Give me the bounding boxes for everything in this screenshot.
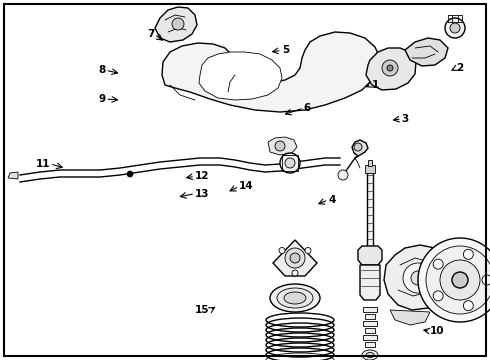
Circle shape xyxy=(411,271,425,285)
Text: 8: 8 xyxy=(98,65,105,75)
Circle shape xyxy=(418,238,490,322)
Text: 3: 3 xyxy=(402,114,409,124)
Ellipse shape xyxy=(284,292,306,304)
Bar xyxy=(363,335,377,340)
Circle shape xyxy=(292,270,298,276)
Circle shape xyxy=(280,153,300,173)
Text: 15: 15 xyxy=(195,305,210,315)
Polygon shape xyxy=(358,246,382,265)
Text: 12: 12 xyxy=(195,171,210,181)
Text: 4: 4 xyxy=(328,195,336,205)
Circle shape xyxy=(450,23,460,33)
Polygon shape xyxy=(268,137,297,155)
Circle shape xyxy=(285,158,295,168)
Ellipse shape xyxy=(277,288,313,308)
Ellipse shape xyxy=(366,352,374,357)
Circle shape xyxy=(290,253,300,263)
Polygon shape xyxy=(155,7,197,42)
Polygon shape xyxy=(273,240,317,276)
Bar xyxy=(363,307,377,312)
Circle shape xyxy=(452,272,468,288)
Circle shape xyxy=(172,18,184,30)
Text: 14: 14 xyxy=(239,181,254,192)
Circle shape xyxy=(440,260,480,300)
Circle shape xyxy=(387,65,393,71)
Polygon shape xyxy=(390,310,430,325)
Text: 7: 7 xyxy=(147,29,154,39)
Bar xyxy=(365,165,375,173)
Circle shape xyxy=(433,259,443,269)
Circle shape xyxy=(403,263,433,293)
Circle shape xyxy=(279,248,285,253)
Polygon shape xyxy=(8,172,18,179)
Circle shape xyxy=(482,275,490,285)
Polygon shape xyxy=(405,38,448,66)
Polygon shape xyxy=(360,265,380,300)
Polygon shape xyxy=(352,140,368,158)
Bar xyxy=(365,314,375,319)
Circle shape xyxy=(338,170,348,180)
Polygon shape xyxy=(366,48,416,90)
Circle shape xyxy=(445,18,465,38)
Bar xyxy=(365,328,375,333)
Bar xyxy=(363,321,377,326)
Text: 1: 1 xyxy=(371,80,379,90)
Circle shape xyxy=(305,248,311,253)
Text: 11: 11 xyxy=(35,159,50,169)
Polygon shape xyxy=(199,52,282,100)
Ellipse shape xyxy=(362,350,378,360)
Circle shape xyxy=(426,246,490,314)
Circle shape xyxy=(354,143,362,151)
Circle shape xyxy=(275,141,285,151)
Ellipse shape xyxy=(270,284,320,312)
Text: 6: 6 xyxy=(304,103,311,113)
Circle shape xyxy=(464,301,473,311)
Bar xyxy=(367,170,373,250)
Polygon shape xyxy=(384,245,450,310)
Text: 10: 10 xyxy=(430,326,445,336)
Polygon shape xyxy=(162,32,380,112)
Circle shape xyxy=(285,248,305,268)
Circle shape xyxy=(382,60,398,76)
Text: 9: 9 xyxy=(98,94,105,104)
Text: 5: 5 xyxy=(282,45,289,55)
Circle shape xyxy=(127,171,133,177)
Text: 2: 2 xyxy=(456,63,463,73)
Circle shape xyxy=(464,249,473,259)
Text: 13: 13 xyxy=(195,189,210,199)
Circle shape xyxy=(433,291,443,301)
Bar xyxy=(368,160,372,166)
Bar xyxy=(365,342,375,347)
